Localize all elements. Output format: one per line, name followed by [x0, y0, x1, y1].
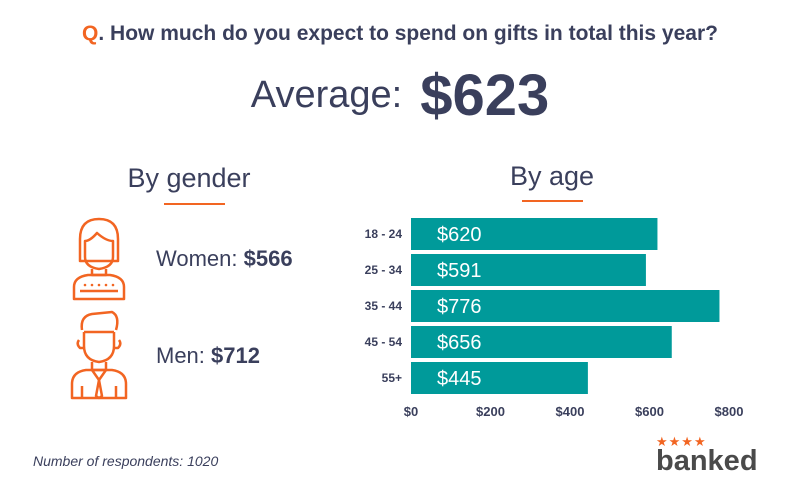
men-label: Men:: [156, 343, 212, 368]
average-value: $623: [420, 63, 550, 128]
question-text: . How much do you expect to spend on gif…: [98, 22, 718, 45]
man-icon: [70, 310, 128, 400]
logo-stars: ★★★★: [656, 434, 707, 449]
age-category-label: 25 - 34: [365, 263, 403, 277]
x-tick-label: $200: [476, 404, 505, 419]
age-bar-value-label: $591: [437, 260, 482, 282]
age-bar-value-label: $776: [437, 296, 482, 318]
age-bar-2: [411, 290, 720, 322]
gender-title-underline: [164, 203, 225, 205]
age-category-label: 45 - 54: [365, 335, 403, 349]
age-title-underline: [522, 200, 583, 202]
x-tick-label: $600: [635, 404, 664, 419]
women-value: $566: [243, 246, 293, 271]
average-label: Average:: [250, 74, 403, 116]
logo-wordmark: banked: [656, 445, 758, 477]
age-bar-3: [411, 326, 672, 358]
age-section-title: By age: [509, 161, 595, 191]
x-tick-label: $800: [715, 404, 744, 419]
gender-section-title: By gender: [127, 163, 251, 193]
men-value: $712: [211, 343, 260, 368]
x-tick-label: $0: [404, 404, 418, 419]
age-bar-1: [411, 254, 646, 286]
age-category-label: 35 - 44: [365, 299, 403, 313]
question-title: Q. How much do you expect to spend on gi…: [0, 22, 800, 46]
women-spend: Women: $566: [156, 246, 293, 272]
age-bar-value-label: $445: [437, 368, 482, 390]
age-category-label: 55+: [382, 371, 402, 385]
x-tick-label: $400: [556, 404, 585, 419]
age-bar-0: [411, 218, 658, 250]
age-bar-value-label: $656: [437, 332, 482, 354]
age-bar-chart: 18 - 24 $620 25 - 34 $591 35 - 44 $776 45 - 54…: [365, 218, 744, 419]
woman-icon: [72, 217, 126, 301]
age-bar-value-label: $620: [437, 224, 482, 246]
age-category-label: 18 - 24: [365, 227, 403, 241]
respondents-footnote: Number of respondents: 1020: [33, 453, 219, 469]
men-spend: Men: $712: [156, 343, 260, 369]
women-label: Women:: [156, 246, 244, 271]
age-bar-4: [411, 362, 588, 394]
question-prefix: Q: [82, 22, 99, 45]
average-display: Average: $623: [0, 62, 800, 129]
banked-logo: ★★★★ banked: [656, 435, 758, 476]
